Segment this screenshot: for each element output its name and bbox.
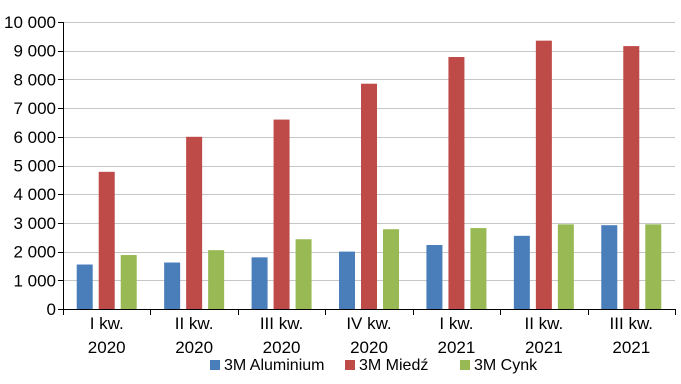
bar-3m-miedź <box>273 119 290 309</box>
x-category-label: 2020 <box>175 338 213 357</box>
bar-3m-cynk <box>470 228 487 309</box>
bar-3m-miedź <box>361 83 377 309</box>
y-tick-label: 3 000 <box>13 214 56 233</box>
y-tick-label: 6 000 <box>13 128 56 147</box>
y-tick-label: 1 000 <box>13 271 56 290</box>
bar-3m-cynk <box>120 255 137 309</box>
bar-3m-cynk <box>557 224 574 309</box>
x-category-label: 2020 <box>263 338 301 357</box>
axes: 0 1 000 2 000 3 000 4 000 5 000 6 000 7 000 8 00… <box>4 13 676 357</box>
x-category-label: 2020 <box>350 338 388 357</box>
bar-3m-cynk <box>645 224 662 309</box>
bar-3m-miedź <box>623 46 640 309</box>
bar-3m-aluminium <box>513 235 530 309</box>
x-category-label: II kw. <box>524 314 563 333</box>
bar-3m-cynk <box>208 250 225 309</box>
bar-3m-miedź <box>448 57 465 309</box>
bar-3m-aluminium <box>426 244 443 309</box>
y-tick-label: 8 000 <box>13 70 56 89</box>
y-tick-label: 10 000 <box>4 13 56 32</box>
legend-swatch <box>345 360 355 370</box>
y-tick-label: 5 000 <box>13 157 56 176</box>
y-tick-label: 9 000 <box>13 42 56 61</box>
legend: 3M Aluminium 3M Miedź 3M Cynk <box>210 357 538 374</box>
x-category-label: 2021 <box>612 338 650 357</box>
y-tick-label: 7 000 <box>13 99 56 118</box>
bar-3m-miedź <box>98 171 115 309</box>
bar-3m-miedź <box>186 136 203 309</box>
x-category-label: III kw. <box>260 314 303 333</box>
legend-label: 3M Aluminium <box>224 357 324 374</box>
bar-3m-aluminium <box>76 264 93 309</box>
x-category-label: III kw. <box>610 314 653 333</box>
bars <box>76 40 662 309</box>
bar-3m-cynk <box>383 229 399 309</box>
legend-label: 3M Cynk <box>474 357 538 374</box>
y-tick-label: 0 <box>47 300 56 319</box>
bar-3m-aluminium <box>601 225 618 309</box>
y-tick-label: 2 000 <box>13 243 56 262</box>
x-category-label: II kw. <box>175 314 214 333</box>
bar-3m-aluminium <box>164 262 181 309</box>
bar-3m-aluminium <box>339 251 355 309</box>
x-category-label: IV kw. <box>346 314 391 333</box>
x-category-label: 2021 <box>438 338 476 357</box>
x-category-label: I kw. <box>439 314 473 333</box>
y-tick-label: 4 000 <box>13 185 56 204</box>
legend-swatch <box>210 360 220 370</box>
legend-label: 3M Miedź <box>359 357 428 374</box>
bar-3m-miedź <box>535 40 552 309</box>
x-category-label: 2021 <box>525 338 563 357</box>
x-category-label: I kw. <box>90 314 124 333</box>
x-category-label: 2020 <box>88 338 126 357</box>
bar-3m-cynk <box>295 239 312 309</box>
bar-3m-aluminium <box>251 257 268 309</box>
legend-swatch <box>460 360 470 370</box>
